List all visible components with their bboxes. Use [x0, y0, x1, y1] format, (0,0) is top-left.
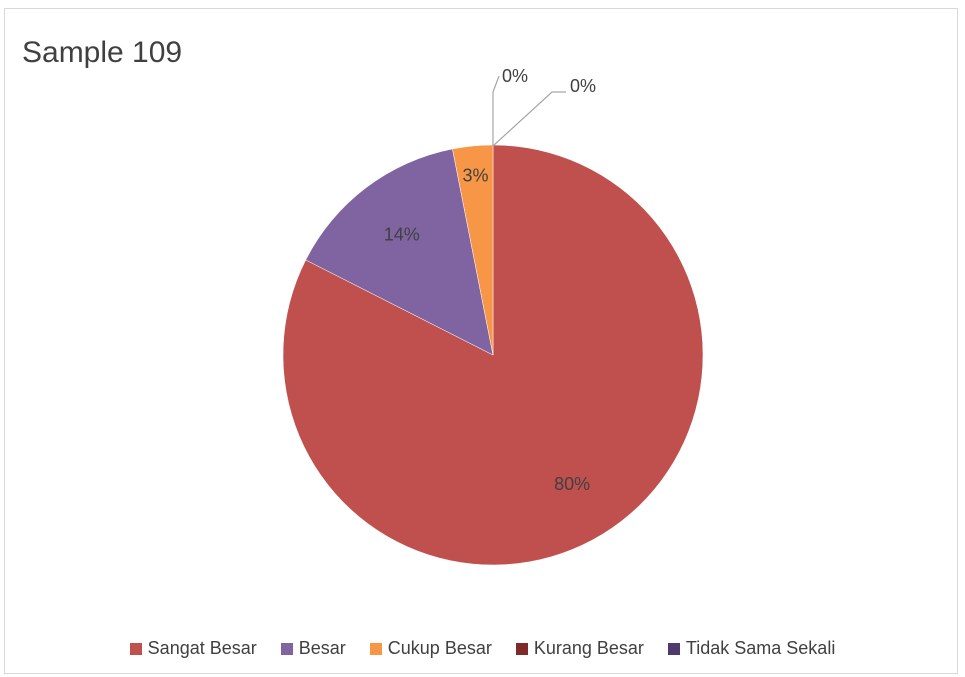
legend-swatch [129, 642, 142, 655]
legend-item-kurang-besar: Kurang Besar [515, 638, 644, 659]
legend-swatch [369, 642, 382, 655]
leader-line-kurang-besar [492, 75, 500, 146]
pie-slice-besar [305, 148, 494, 356]
chart-title: Sample 109 [22, 36, 183, 69]
legend-item-tidak-sama-sekali: Tidak Sama Sekali [667, 638, 836, 659]
legend-item-sangat-besar: Sangat Besar [129, 638, 257, 659]
legend-item-cukup-besar: Cukup Besar [369, 638, 492, 659]
data-label-sangat-besar: 80% [554, 474, 590, 494]
data-label-besar: 14% [384, 224, 420, 244]
data-label-cukup-besar: 3% [462, 165, 488, 185]
legend-swatch [280, 642, 293, 655]
legend-label: Cukup Besar [387, 638, 492, 658]
data-label-kurang-besar: 0% [502, 66, 528, 86]
legend-label: Sangat Besar [147, 638, 257, 658]
legend-item-besar: Besar [280, 638, 346, 659]
data-label-tidak-sama-sekali: 0% [570, 76, 596, 96]
legend-label: Besar [298, 638, 346, 658]
chart-legend: Sangat Besar Besar Cukup Besar Kurang Besar… [0, 638, 965, 659]
legend-label: Kurang Besar [533, 638, 644, 658]
legend-swatch [515, 642, 528, 655]
legend-label: Tidak Sama Sekali [685, 638, 836, 658]
leader-line-tidak-sama-sekali [492, 91, 566, 147]
legend-swatch [667, 642, 680, 655]
